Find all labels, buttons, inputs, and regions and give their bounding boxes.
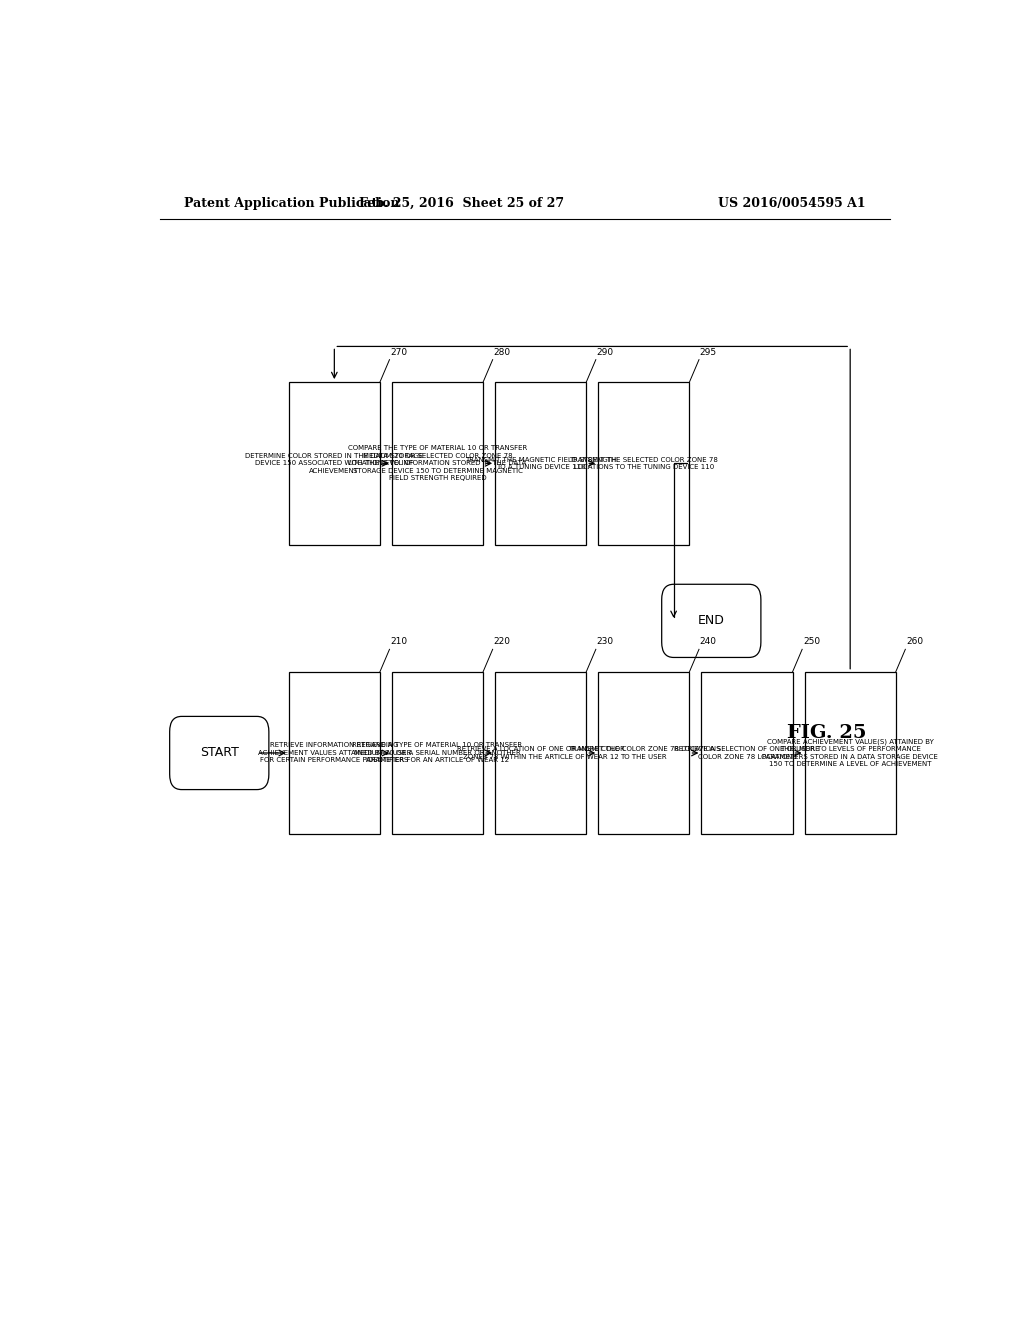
FancyBboxPatch shape [598,672,689,834]
FancyBboxPatch shape [495,381,587,545]
Text: 260: 260 [906,638,924,647]
Text: RETRIEVE A SELECTION OF ONE OR MORE
COLOR ZONE 78 LOCATIONS: RETRIEVE A SELECTION OF ONE OR MORE COLO… [674,746,820,760]
FancyBboxPatch shape [170,717,269,789]
Text: Patent Application Publication: Patent Application Publication [183,197,399,210]
FancyBboxPatch shape [495,672,587,834]
Text: 230: 230 [597,638,613,647]
Text: START: START [200,747,239,759]
FancyBboxPatch shape [662,585,761,657]
Text: END: END [698,614,725,627]
Text: 210: 210 [390,638,408,647]
Text: 290: 290 [597,347,613,356]
Text: US 2016/0054595 A1: US 2016/0054595 A1 [719,197,866,210]
Text: TRANSMIT THE SELECTED COLOR ZONE 78
LOCATIONS TO THE TUNING DEVICE 110: TRANSMIT THE SELECTED COLOR ZONE 78 LOCA… [569,457,718,470]
FancyBboxPatch shape [392,381,483,545]
Text: TRANSMIT THE COLOR ZONE 78 LOCATIONS
TO THE USER: TRANSMIT THE COLOR ZONE 78 LOCATIONS TO … [567,746,720,760]
Text: 220: 220 [494,638,510,647]
Text: FIG. 25: FIG. 25 [786,723,866,742]
Text: RETRIEVE INFORMATION REGARDING
ACHIEVEMENT VALUES ATTAINED BY A USER
FOR CERTAIN: RETRIEVE INFORMATION REGARDING ACHIEVEME… [258,742,411,763]
Text: COMPARE ACHIEVEMENT VALUE(S) ATTAINED BY
THE USER TO LEVELS OF PERFORMANCE
PARAM: COMPARE ACHIEVEMENT VALUE(S) ATTAINED BY… [762,738,938,767]
FancyBboxPatch shape [598,381,689,545]
Text: DETERMINE COLOR STORED IN THE DATA STORAGE
DEVICE 150 ASSOCIATED WITH THE LEVEL : DETERMINE COLOR STORED IN THE DATA STORA… [245,453,424,474]
Text: 295: 295 [699,347,717,356]
FancyBboxPatch shape [805,672,896,834]
Text: TRANSMIT THE MAGNETIC FIELD STRENGTH
TO A TUNING DEVICE 110: TRANSMIT THE MAGNETIC FIELD STRENGTH TO … [465,457,616,470]
FancyBboxPatch shape [289,672,380,834]
Text: RETRIEVE A TYPE OF MATERIAL 10 OR TRANSFER
MEDIUM 20 OR A SERIAL NUMBER OR ANOTH: RETRIEVE A TYPE OF MATERIAL 10 OR TRANSF… [352,742,522,763]
Text: Feb. 25, 2016  Sheet 25 of 27: Feb. 25, 2016 Sheet 25 of 27 [358,197,564,210]
Text: COMPARE THE TYPE OF MATERIAL 10 OR TRANSFER
MEDIUM 20 OR SELECTED COLOR ZONE 78
: COMPARE THE TYPE OF MATERIAL 10 OR TRANS… [348,445,527,482]
FancyBboxPatch shape [289,381,380,545]
Text: 280: 280 [494,347,511,356]
FancyBboxPatch shape [701,672,793,834]
Text: 250: 250 [803,638,820,647]
FancyBboxPatch shape [392,672,483,834]
Text: 270: 270 [390,347,408,356]
Text: 240: 240 [699,638,717,647]
Text: RETRIEVE A LOCATION OF ONE OR MORE COLOR
ZONES 78 WITHIN THE ARTICLE OF WEAR 12: RETRIEVE A LOCATION OF ONE OR MORE COLOR… [457,746,625,760]
